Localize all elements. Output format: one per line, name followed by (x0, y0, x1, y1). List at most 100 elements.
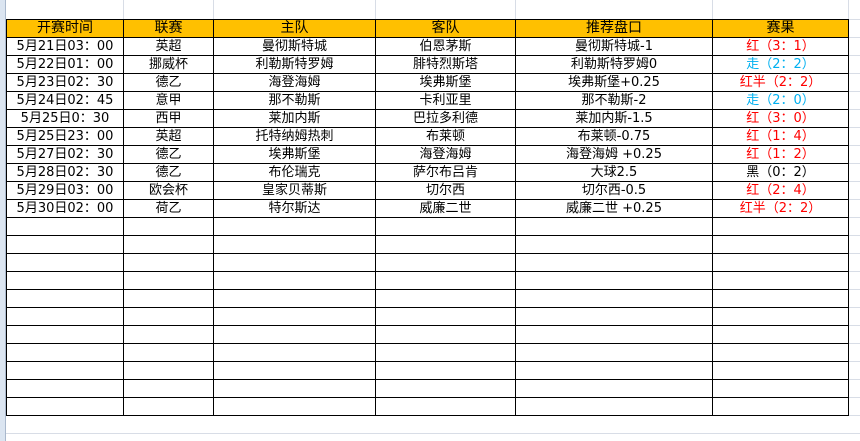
cell-home[interactable]: 海登海姆 (213, 73, 376, 92)
header-pick[interactable]: 推荐盘口 (515, 19, 713, 38)
empty-cell[interactable] (213, 379, 376, 398)
cell-result[interactable]: 红半（2：2） (712, 73, 849, 92)
cell-time[interactable]: 5月21日03：00 (6, 37, 124, 56)
empty-cell[interactable] (123, 379, 214, 398)
cell-home[interactable]: 皇家贝蒂斯 (213, 181, 376, 200)
empty-cell[interactable] (123, 307, 214, 326)
empty-cell[interactable] (712, 253, 849, 272)
empty-cell[interactable] (515, 325, 713, 344)
cell-away[interactable]: 巴拉多利德 (375, 109, 516, 128)
header-league[interactable]: 联赛 (123, 19, 214, 38)
empty-cell[interactable] (515, 235, 713, 254)
empty-cell[interactable] (515, 289, 713, 308)
empty-cell[interactable] (213, 253, 376, 272)
cell-result[interactable]: 红半（2：2） (712, 199, 849, 218)
empty-cell[interactable] (712, 307, 849, 326)
empty-cell[interactable] (375, 397, 516, 416)
cell-league[interactable]: 德乙 (123, 73, 214, 92)
empty-cell[interactable] (6, 397, 124, 416)
empty-cell[interactable] (6, 253, 124, 272)
empty-cell[interactable] (123, 361, 214, 380)
cell-pick[interactable]: 曼彻斯特城-1 (515, 37, 713, 56)
empty-cell[interactable] (712, 235, 849, 254)
cell-result[interactable]: 红（3：0） (712, 109, 849, 128)
empty-cell[interactable] (375, 217, 516, 236)
cell-league[interactable]: 西甲 (123, 109, 214, 128)
cell-away[interactable]: 海登海姆 (375, 145, 516, 164)
cell-time[interactable]: 5月24日02：45 (6, 91, 124, 110)
cell-home[interactable]: 那不勒斯 (213, 91, 376, 110)
empty-cell[interactable] (515, 307, 713, 326)
empty-cell[interactable] (375, 343, 516, 362)
empty-cell[interactable] (213, 343, 376, 362)
empty-cell[interactable] (712, 289, 849, 308)
cell-league[interactable]: 英超 (123, 37, 214, 56)
empty-cell[interactable] (712, 397, 849, 416)
empty-cell[interactable] (375, 271, 516, 290)
empty-cell[interactable] (123, 325, 214, 344)
empty-cell[interactable] (6, 343, 124, 362)
empty-cell[interactable] (515, 253, 713, 272)
empty-cell[interactable] (213, 325, 376, 344)
cell-time[interactable]: 5月28日02：30 (6, 163, 124, 182)
cell-home[interactable]: 利勒斯特罗姆 (213, 55, 376, 74)
cell-away[interactable]: 伯恩茅斯 (375, 37, 516, 56)
empty-cell[interactable] (6, 325, 124, 344)
cell-home[interactable]: 莱加内斯 (213, 109, 376, 128)
empty-cell[interactable] (375, 289, 516, 308)
cell-pick[interactable]: 布莱顿-0.75 (515, 127, 713, 146)
cell-home[interactable]: 埃弗斯堡 (213, 145, 376, 164)
empty-cell[interactable] (123, 271, 214, 290)
cell-away[interactable]: 威廉二世 (375, 199, 516, 218)
empty-cell[interactable] (375, 379, 516, 398)
cell-time[interactable]: 5月23日02：30 (6, 73, 124, 92)
cell-time[interactable]: 5月29日03：00 (6, 181, 124, 200)
cell-pick[interactable]: 那不勒斯-2 (515, 91, 713, 110)
cell-result[interactable]: 红（3：1） (712, 37, 849, 56)
empty-cell[interactable] (6, 361, 124, 380)
cell-away[interactable]: 埃弗斯堡 (375, 73, 516, 92)
empty-cell[interactable] (515, 379, 713, 398)
empty-cell[interactable] (123, 217, 214, 236)
empty-cell[interactable] (213, 271, 376, 290)
header-time[interactable]: 开赛时间 (6, 19, 124, 38)
cell-league[interactable]: 挪威杯 (123, 55, 214, 74)
cell-result[interactable]: 黑（0：2） (712, 163, 849, 182)
cell-away[interactable]: 卡利亚里 (375, 91, 516, 110)
empty-cell[interactable] (6, 271, 124, 290)
cell-result[interactable]: 红（2：4） (712, 181, 849, 200)
cell-pick[interactable]: 海登海姆 +0.25 (515, 145, 713, 164)
empty-cell[interactable] (712, 271, 849, 290)
cell-away[interactable]: 切尔西 (375, 181, 516, 200)
empty-cell[interactable] (375, 235, 516, 254)
empty-cell[interactable] (375, 361, 516, 380)
cell-home[interactable]: 曼彻斯特城 (213, 37, 376, 56)
empty-cell[interactable] (515, 361, 713, 380)
empty-cell[interactable] (123, 289, 214, 308)
empty-cell[interactable] (213, 397, 376, 416)
cell-time[interactable]: 5月22日01：00 (6, 55, 124, 74)
empty-cell[interactable] (515, 343, 713, 362)
empty-cell[interactable] (375, 307, 516, 326)
cell-time[interactable]: 5月25日0：30 (6, 109, 124, 128)
empty-cell[interactable] (515, 217, 713, 236)
cell-pick[interactable]: 大球2.5 (515, 163, 713, 182)
cell-home[interactable]: 布伦瑞克 (213, 163, 376, 182)
empty-cell[interactable] (123, 343, 214, 362)
empty-cell[interactable] (213, 361, 376, 380)
empty-cell[interactable] (6, 379, 124, 398)
cell-away[interactable]: 布莱顿 (375, 127, 516, 146)
empty-cell[interactable] (712, 343, 849, 362)
cell-result[interactable]: 红（1：2） (712, 145, 849, 164)
empty-cell[interactable] (213, 217, 376, 236)
empty-cell[interactable] (123, 397, 214, 416)
empty-cell[interactable] (515, 397, 713, 416)
empty-cell[interactable] (213, 307, 376, 326)
empty-cell[interactable] (123, 253, 214, 272)
cell-league[interactable]: 欧会杯 (123, 181, 214, 200)
cell-pick[interactable]: 利勒斯特罗姆0 (515, 55, 713, 74)
cell-pick[interactable]: 切尔西-0.5 (515, 181, 713, 200)
empty-cell[interactable] (712, 217, 849, 236)
empty-cell[interactable] (375, 253, 516, 272)
empty-cell[interactable] (515, 271, 713, 290)
